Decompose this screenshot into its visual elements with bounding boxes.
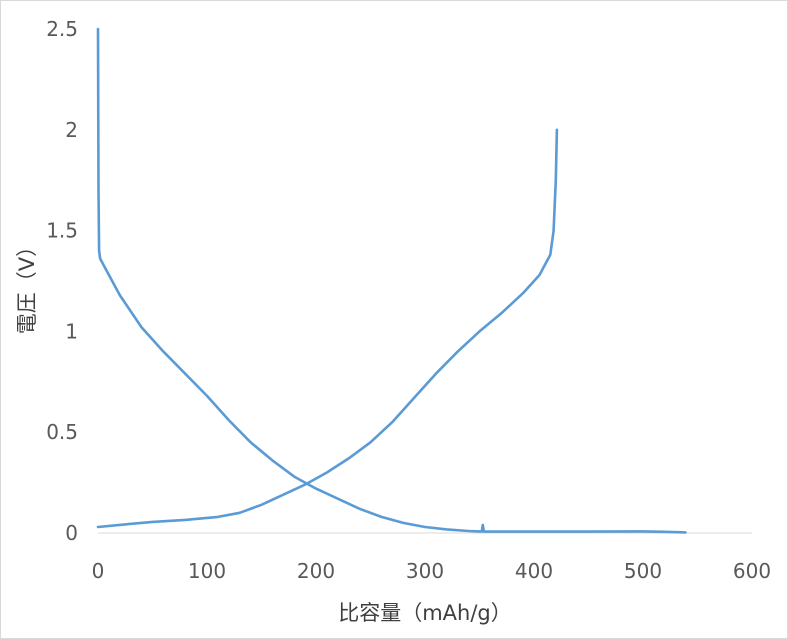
y-tick-label: 0.5	[46, 420, 78, 444]
series-line-2	[96, 128, 559, 529]
series-line-1	[96, 27, 687, 534]
x-tick-label: 300	[406, 559, 444, 583]
x-tick-label: 200	[297, 559, 335, 583]
x-tick-label: 0	[92, 559, 105, 583]
x-axis-title: 比容量（mAh/g）	[338, 601, 512, 625]
x-tick-label: 400	[515, 559, 553, 583]
x-tick-label: 600	[733, 559, 771, 583]
y-axis-title: 電圧（V）	[15, 236, 39, 334]
tick-labels: 0 100 200 300 400 500 600 0 0.5 1 1.5 2 2.5	[46, 17, 771, 583]
y-tick-label: 1.5	[46, 219, 78, 243]
y-tick-label: 0	[65, 521, 78, 545]
y-tick-label: 1	[65, 319, 78, 343]
y-tick-label: 2.5	[46, 17, 78, 41]
y-tick-label: 2	[65, 118, 78, 142]
x-tick-label: 100	[188, 559, 226, 583]
series-group	[96, 27, 687, 534]
x-tick-label: 500	[624, 559, 662, 583]
